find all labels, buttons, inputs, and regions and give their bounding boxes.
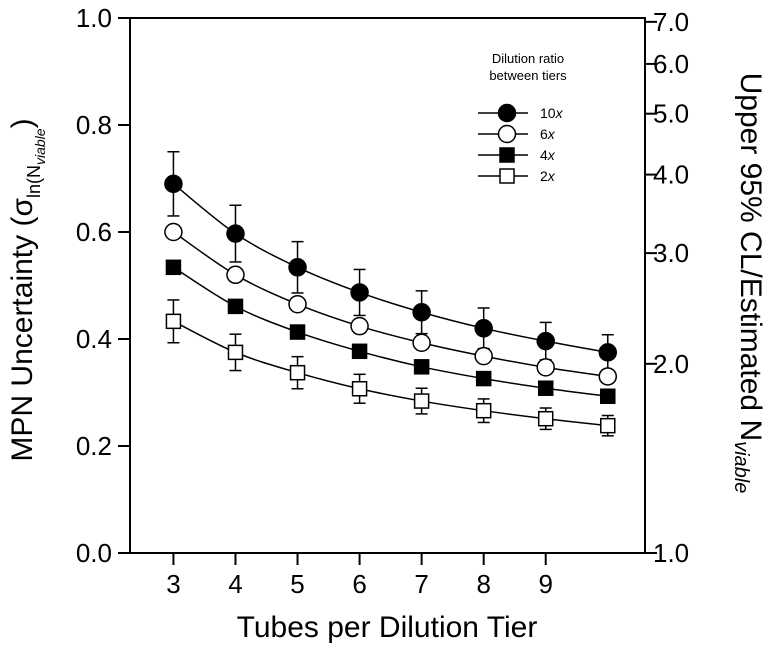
x-tick-label: 7 <box>414 569 428 599</box>
legend-marker <box>497 124 517 144</box>
legend-label: 4x <box>540 147 556 163</box>
series-line <box>173 266 608 397</box>
y-tick-label: 0.0 <box>76 538 112 568</box>
data-point <box>288 258 307 277</box>
data-point <box>537 380 554 396</box>
data-point <box>598 343 618 362</box>
data-point <box>475 402 492 419</box>
data-point <box>350 283 369 302</box>
data-point <box>288 294 307 314</box>
y-axis-title-close: ) <box>6 118 39 128</box>
y2-axis-tick-labels: 1.0 2.0 3.0 4.0 5.0 6.0 7.0 <box>653 7 689 568</box>
data-point <box>165 313 182 330</box>
x-tick-label: 4 <box>228 569 242 599</box>
data-point <box>537 410 554 427</box>
data-point <box>474 346 493 366</box>
y2-tick-label: 1.0 <box>653 538 689 568</box>
y-tick-label: 0.2 <box>76 431 112 461</box>
y-tick-label: 0.4 <box>76 324 112 354</box>
plot-frame <box>129 17 646 554</box>
data-point <box>536 358 555 377</box>
plot-area <box>129 17 646 554</box>
data-point <box>600 388 616 404</box>
series-2x <box>165 299 616 437</box>
y2-axis-title-main: Upper 95% CL/Estimated N <box>734 73 767 442</box>
data-point <box>600 417 616 434</box>
data-point <box>474 319 493 338</box>
y2-tick-label: 5.0 <box>653 99 689 129</box>
legend-title-line2: between tiers <box>489 68 567 83</box>
y2-tick-label: 4.0 <box>653 160 689 190</box>
data-point <box>164 222 183 242</box>
legend-label: 6x <box>540 126 556 142</box>
data-point <box>598 367 618 386</box>
data-point <box>351 343 368 360</box>
data-point <box>350 316 369 336</box>
x-axis-tick-labels: 3 4 5 6 7 8 9 <box>166 569 553 599</box>
y-tick-label: 0.8 <box>76 110 112 140</box>
y-axis-title-subsub: viable <box>32 128 48 165</box>
data-point <box>164 174 183 194</box>
legend-marker <box>497 103 517 123</box>
data-point <box>226 265 245 285</box>
y2-axis-title: Upper 95% CL/Estimated Nviable <box>730 73 767 494</box>
legend-item-2x: 2x <box>478 168 556 184</box>
y2-tick-label: 2.0 <box>653 349 689 379</box>
x-tick-label: 6 <box>352 569 366 599</box>
y-axis-title-sub: ln(N <box>24 165 44 198</box>
y-tick-label: 0.6 <box>76 217 112 247</box>
data-point <box>289 324 306 340</box>
legend-label: 2x <box>540 168 556 184</box>
series-10x <box>164 151 618 371</box>
y2-tick-label: 7.0 <box>653 7 689 37</box>
y2-axis-ticks <box>645 20 657 554</box>
legend-marker <box>499 147 515 163</box>
legend-items: 10x 6x 4x 2x <box>478 103 564 184</box>
y-axis-ticks <box>118 17 130 554</box>
y-axis-title-main: MPN Uncertainty (σ <box>6 198 39 462</box>
x-axis-title: Tubes per Dilution Tier <box>237 611 538 644</box>
x-tick-label: 3 <box>166 569 180 599</box>
y-axis-title: MPN Uncertainty (σln(Nviable) <box>6 118 48 461</box>
y-axis-tick-labels: 0.0 0.2 0.4 0.6 0.8 1.0 <box>76 3 112 568</box>
x-tick-label: 5 <box>290 569 304 599</box>
y2-tick-label: 3.0 <box>653 238 689 268</box>
legend-item-10x: 10x <box>478 103 564 123</box>
data-point <box>227 344 244 361</box>
data-point <box>413 393 430 409</box>
legend-title-line1: Dilution ratio <box>492 51 564 66</box>
y2-axis-title-sub: viable <box>730 441 752 493</box>
data-point <box>226 224 245 243</box>
data-point <box>227 298 244 315</box>
x-axis-ticks <box>172 553 547 565</box>
legend: Dilution ratio between tiers 10x 6x 4x 2x <box>478 51 567 184</box>
series-layer <box>164 151 618 437</box>
legend-marker <box>499 168 515 184</box>
legend-item-6x: 6x <box>478 124 556 144</box>
data-point <box>475 370 492 387</box>
x-tick-label: 9 <box>538 569 552 599</box>
y2-tick-label: 6.0 <box>653 49 689 79</box>
data-point <box>289 364 306 381</box>
data-point <box>413 359 430 375</box>
legend-item-4x: 4x <box>478 147 556 163</box>
series-4x <box>165 259 616 404</box>
legend-label: 10x <box>540 105 564 121</box>
data-point <box>412 333 431 352</box>
series-6x <box>164 222 618 386</box>
data-point <box>536 331 555 351</box>
data-point <box>351 381 368 397</box>
y-tick-label: 1.0 <box>76 3 112 33</box>
data-point <box>412 303 431 322</box>
data-point <box>165 259 182 276</box>
x-tick-label: 8 <box>476 569 490 599</box>
